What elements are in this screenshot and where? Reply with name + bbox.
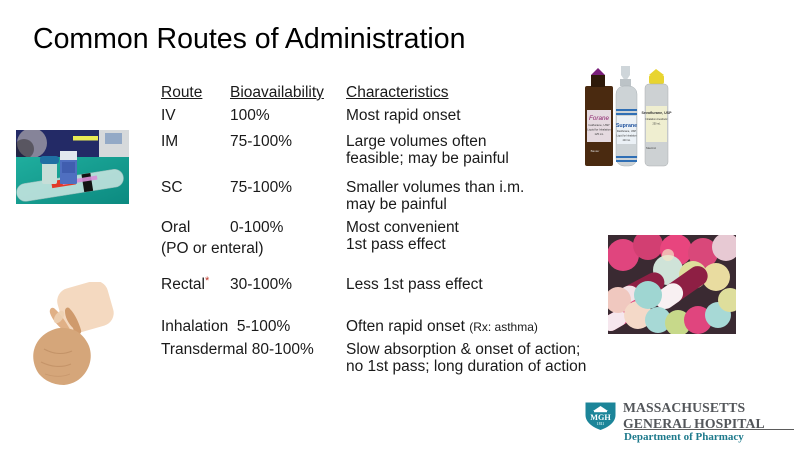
svg-text:MGH: MGH	[590, 413, 611, 422]
svg-text:Liquid for Inhalation: Liquid for Inhalation	[587, 128, 611, 132]
svg-text:1811: 1811	[597, 422, 604, 426]
